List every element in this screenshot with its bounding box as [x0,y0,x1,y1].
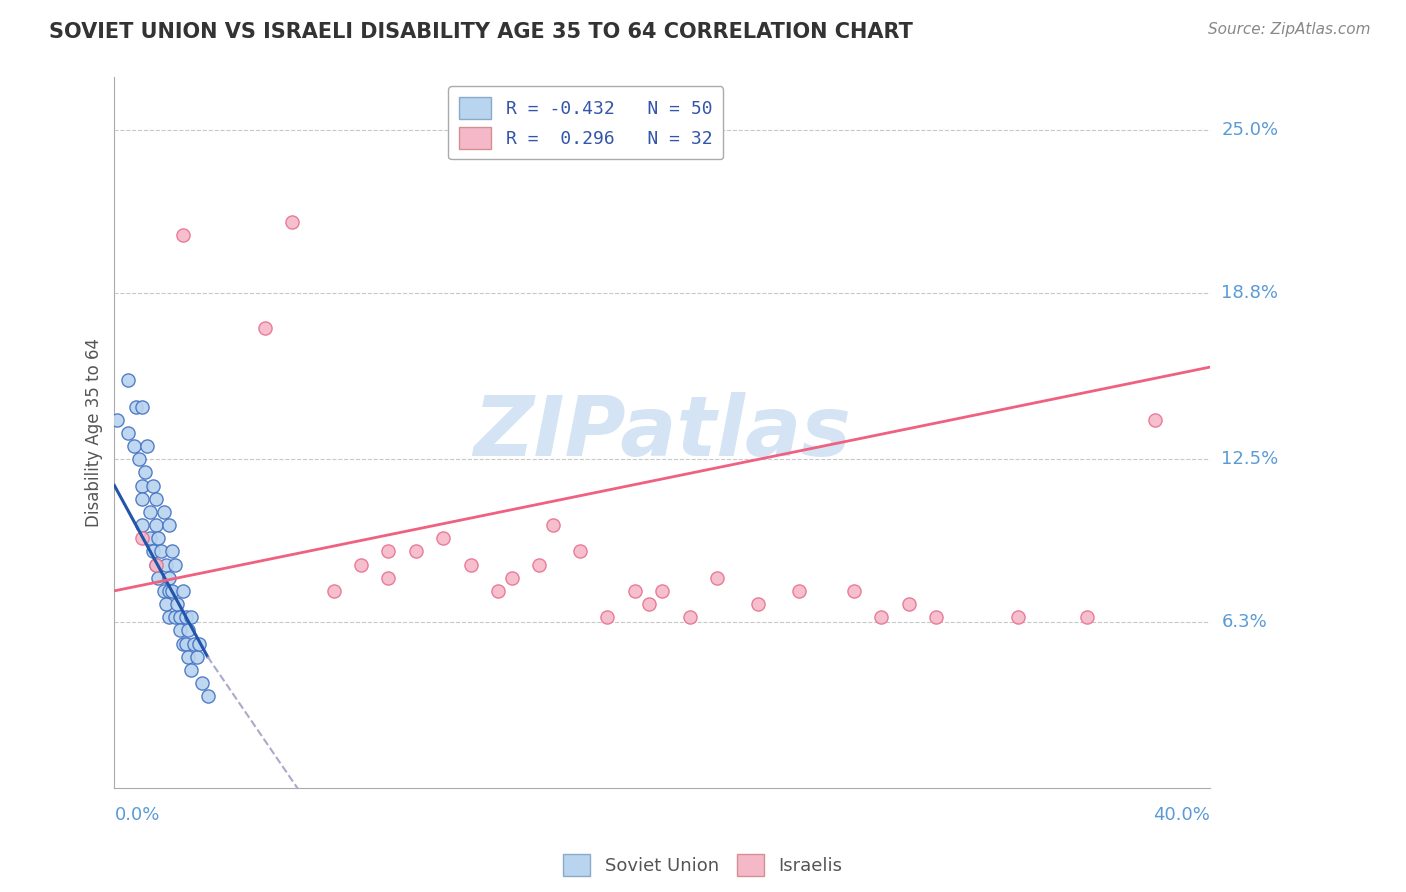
Point [172,636,194,650]
Point [134,466,156,480]
Point [180,610,202,624]
Point [541,518,564,533]
Point [148,531,170,545]
Point [596,610,619,624]
Point [925,610,948,624]
Point [139,531,162,545]
Legend: Soviet Union, Israelis: Soviet Union, Israelis [557,847,849,883]
Point [131,491,153,506]
Point [180,663,202,677]
Point [142,544,165,558]
Point [186,649,208,664]
Point [105,413,128,427]
Point [281,215,304,229]
Y-axis label: Disability Age 35 to 64: Disability Age 35 to 64 [86,338,103,527]
Point [322,583,344,598]
Point [117,425,139,440]
Point [679,610,702,624]
Point [163,610,186,624]
Point [706,571,728,585]
Point [172,228,194,243]
Text: 40.0%: 40.0% [1153,806,1211,824]
Point [163,558,186,572]
Point [131,518,153,533]
Point [527,558,550,572]
Point [152,583,174,598]
Point [166,597,188,611]
Point [169,610,191,624]
Point [157,518,180,533]
Point [897,597,920,611]
Point [131,531,153,545]
Point [174,610,197,624]
Point [569,544,592,558]
Point [624,583,647,598]
Point [148,571,170,585]
Point [155,558,177,572]
Point [842,583,865,598]
Point [501,571,523,585]
Point [145,558,167,572]
Point [1144,413,1167,427]
Point [197,689,219,703]
Point [160,544,183,558]
Text: 12.5%: 12.5% [1222,450,1278,468]
Point [169,624,191,638]
Point [1076,610,1098,624]
Point [145,558,167,572]
Point [117,373,139,387]
Point [128,452,150,467]
Point [152,505,174,519]
Legend: R = -0.432   N = 50, R =  0.296   N = 32: R = -0.432 N = 50, R = 0.296 N = 32 [449,87,723,160]
Point [145,491,167,506]
Text: 6.3%: 6.3% [1222,614,1267,632]
Point [747,597,769,611]
Text: 18.8%: 18.8% [1222,285,1278,302]
Point [157,571,180,585]
Text: 25.0%: 25.0% [1222,121,1278,139]
Point [432,531,454,545]
Point [191,676,214,690]
Point [787,583,810,598]
Point [870,610,893,624]
Point [160,583,183,598]
Point [174,636,197,650]
Point [125,400,148,414]
Point [142,478,165,492]
Point [1007,610,1029,624]
Point [172,583,194,598]
Point [188,636,211,650]
Point [254,320,277,334]
Point [486,583,509,598]
Point [131,400,153,414]
Point [183,636,205,650]
Point [149,544,172,558]
Point [139,505,162,519]
Point [405,544,427,558]
Point [177,624,200,638]
Point [350,558,373,572]
Text: SOVIET UNION VS ISRAELI DISABILITY AGE 35 TO 64 CORRELATION CHART: SOVIET UNION VS ISRAELI DISABILITY AGE 3… [49,22,912,42]
Point [157,583,180,598]
Point [651,583,673,598]
Point [122,439,145,453]
Text: Source: ZipAtlas.com: Source: ZipAtlas.com [1208,22,1371,37]
Point [136,439,159,453]
Point [377,544,399,558]
Point [637,597,659,611]
Point [377,571,399,585]
Point [131,478,153,492]
Text: 0.0%: 0.0% [114,806,160,824]
Text: ZIPatlas: ZIPatlas [474,392,851,474]
Point [177,649,200,664]
Point [145,518,167,533]
Point [460,558,482,572]
Point [157,610,180,624]
Point [155,597,177,611]
